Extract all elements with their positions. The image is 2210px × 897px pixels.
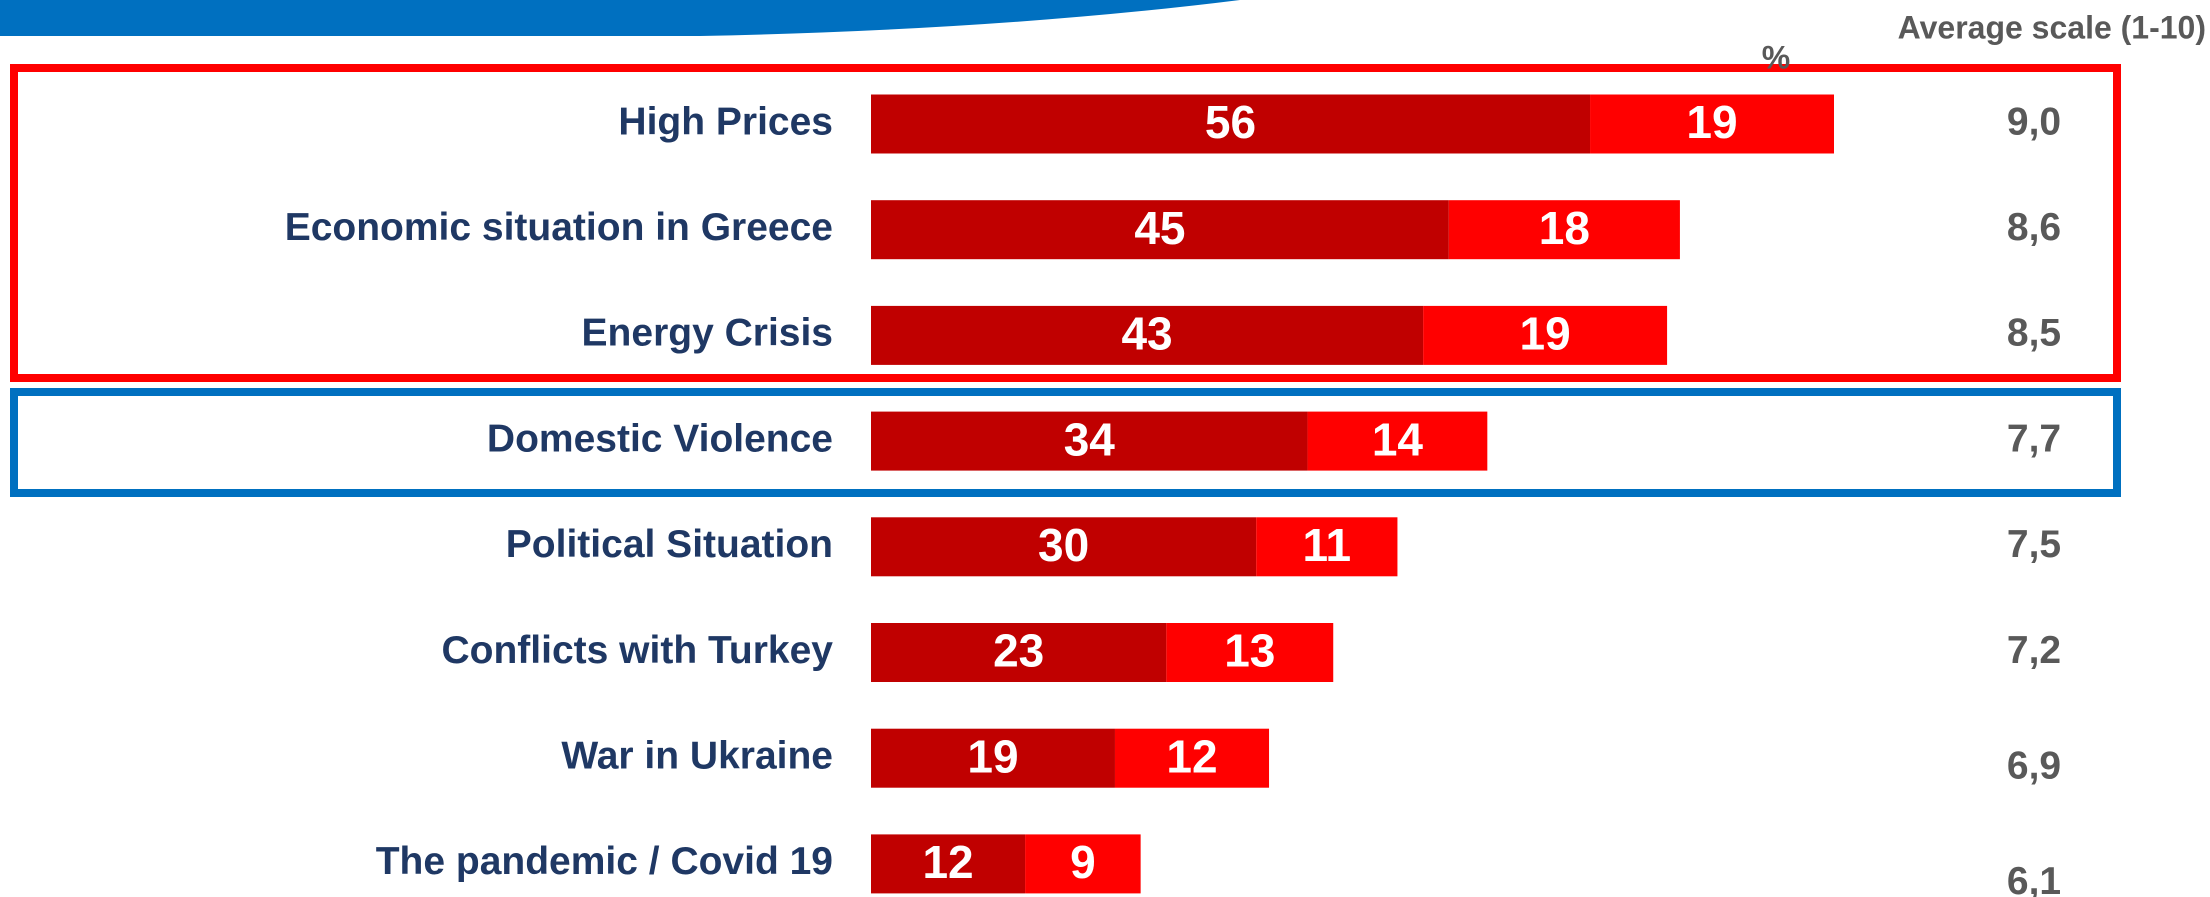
data-label: 19: [1520, 308, 1571, 360]
data-label: 43: [1121, 308, 1172, 360]
data-label: 12: [922, 836, 973, 888]
data-label: 34: [1064, 413, 1116, 465]
bar-segment: [871, 200, 1449, 260]
data-label: 13: [1224, 625, 1275, 677]
bar-segment: [871, 728, 1115, 788]
bar-segment: [871, 411, 1308, 471]
bar-segment: [1307, 411, 1488, 471]
bar-segment: [871, 305, 1424, 365]
average-scale-value: 7,2: [2007, 629, 2061, 672]
highlight-box-blue: [10, 388, 2121, 497]
average-scale-value: 8,6: [2007, 206, 2061, 249]
category-label: Domestic Violence: [487, 417, 833, 460]
highlight-box-red: [10, 64, 2121, 382]
average-scale-value: 8,5: [2007, 312, 2061, 355]
bar-segment: [1448, 200, 1680, 260]
average-scale-value: 6,1: [2007, 860, 2061, 897]
data-label: 12: [1166, 730, 1217, 782]
category-label: High Prices: [618, 100, 833, 143]
average-scale-header: Average scale (1-10): [1898, 9, 2206, 45]
average-scale-value: 7,7: [2007, 417, 2061, 460]
category-label: The pandemic / Covid 19: [376, 840, 833, 883]
data-label: 56: [1205, 96, 1256, 148]
bar-segment: [1423, 305, 1668, 365]
category-label: Energy Crisis: [582, 312, 833, 355]
bar-segment: [871, 94, 1591, 154]
data-label: 45: [1134, 202, 1185, 254]
bar-segment: [871, 517, 1257, 577]
bar-segment: [1114, 728, 1270, 788]
bar-segment: [1590, 94, 1834, 154]
category-label: War in Ukraine: [561, 734, 833, 777]
bar-segment: [871, 834, 1026, 894]
header-banner: [0, 0, 1240, 36]
data-label: 18: [1539, 202, 1590, 254]
bar-segment: [1025, 834, 1141, 894]
bar-segment: [1256, 517, 1398, 577]
bar-segment: [1166, 623, 1334, 682]
data-label: 19: [1686, 96, 1737, 148]
average-scale-value: 7,5: [2007, 523, 2061, 566]
category-label: Conflicts with Turkey: [442, 629, 834, 672]
bar-segment: [871, 623, 1167, 682]
data-label: 14: [1372, 413, 1424, 465]
data-label: 9: [1070, 836, 1096, 888]
category-label: Economic situation in Greece: [285, 206, 833, 249]
data-label: 11: [1302, 519, 1351, 571]
data-label: 19: [967, 730, 1018, 782]
data-label: 23: [993, 625, 1044, 677]
category-label: Political Situation: [506, 523, 833, 566]
unit-label: %: [1762, 39, 1790, 75]
average-scale-value: 9,0: [2007, 100, 2061, 143]
data-label: 30: [1038, 519, 1089, 571]
average-scale-value: 6,9: [2007, 744, 2061, 787]
